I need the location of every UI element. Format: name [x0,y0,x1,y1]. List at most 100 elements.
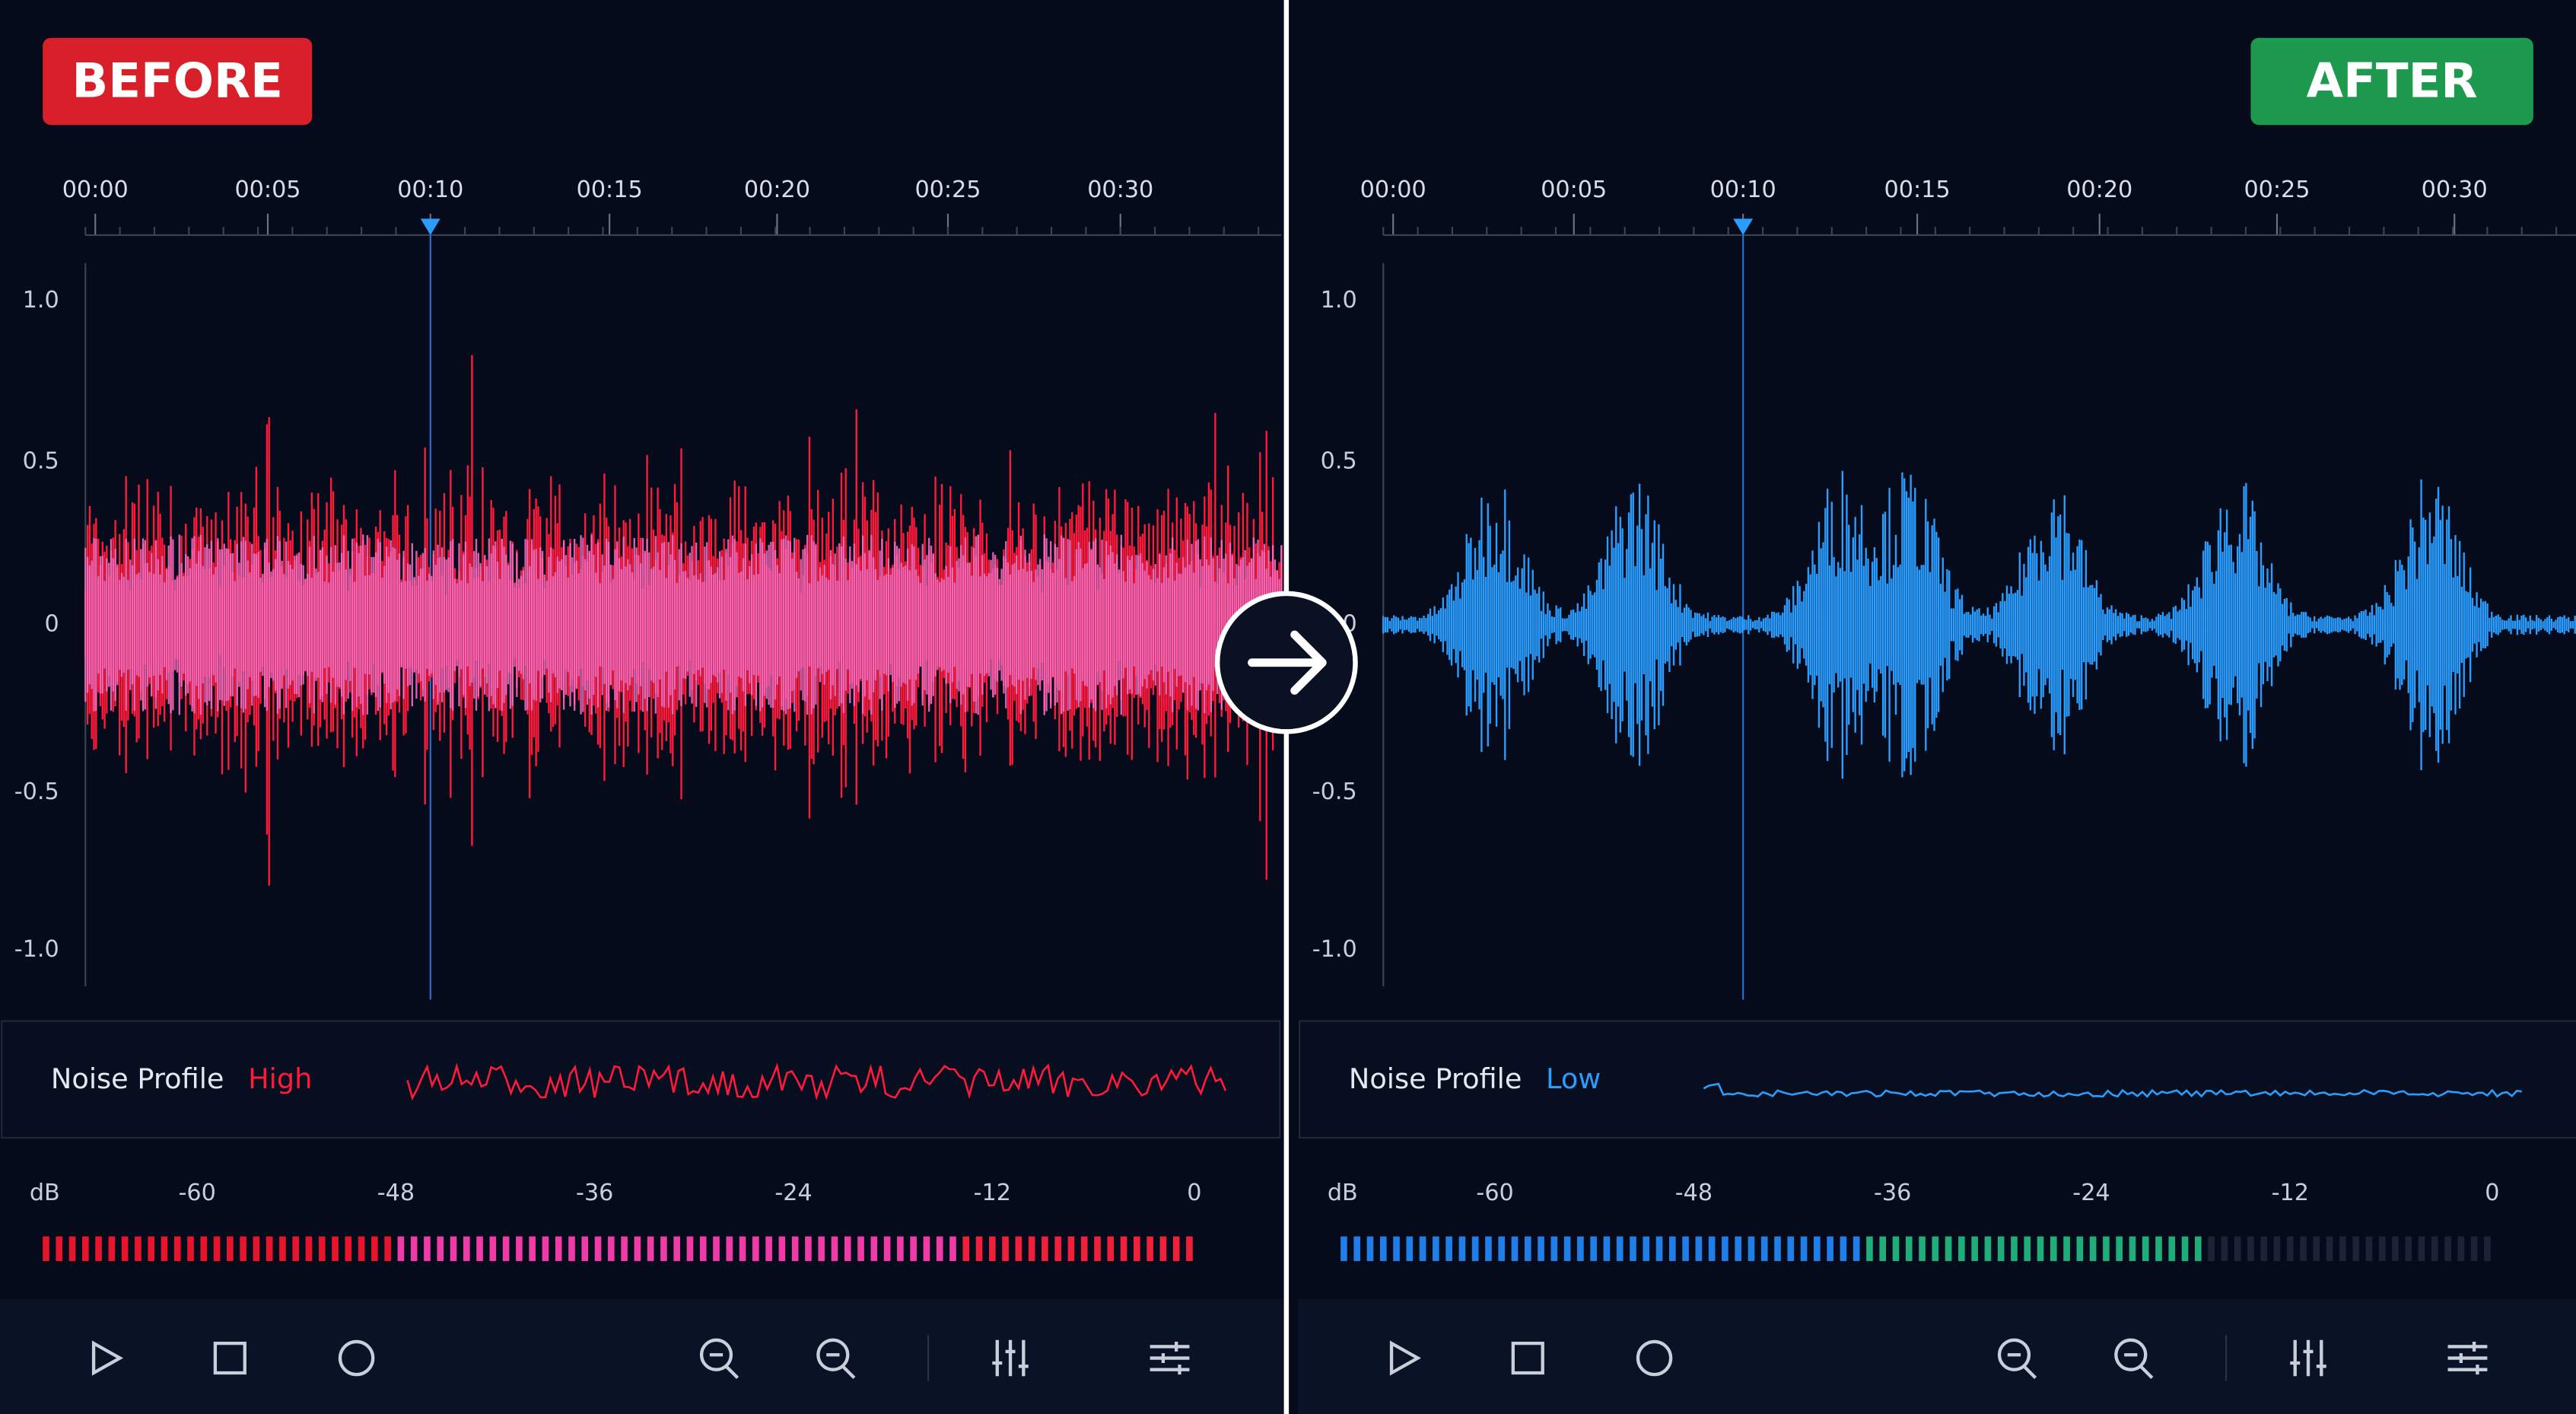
stop-button[interactable] [1511,1341,1544,1375]
meter-segment [1498,1236,1506,1262]
meter-segment [805,1236,812,1262]
meter-segment [1433,1236,1439,1262]
meter-segment [975,1236,983,1262]
badge [2250,37,2533,126]
meter-segment [1146,1236,1153,1262]
meter-segment [844,1236,851,1262]
meter-segment [410,1236,418,1262]
time-tick-label: 00:30 [2422,177,2488,203]
meter-segment [68,1236,76,1262]
db-label: dB [1328,1180,1358,1206]
record-button[interactable] [338,1339,375,1377]
zoom-in-button[interactable] [699,1338,739,1379]
meter-segment [555,1236,562,1262]
meter-segment [594,1236,602,1262]
meter-segment [1028,1236,1035,1262]
meter-segment [318,1236,326,1262]
meter-segment [1445,1236,1452,1262]
meter-segment [1668,1236,1676,1262]
waveform-core [84,534,1283,715]
meter-segment [2444,1236,2451,1262]
mixer-button[interactable] [2290,1339,2326,1377]
meter-segment [1603,1236,1611,1262]
meter-segment [1159,1236,1167,1262]
zoom-out-button[interactable] [816,1338,856,1379]
meter-segment [2457,1236,2465,1262]
play-button[interactable] [1389,1340,1422,1376]
time-tick-label: 00:05 [234,177,301,203]
meter-segment [1643,1236,1650,1262]
db-tick-label: -60 [178,1180,215,1206]
noise-label: Noise Profile [1349,1062,1522,1095]
badge-label: BEFORE [72,53,282,108]
meter-segment [2155,1236,2162,1262]
meter-segment [305,1236,313,1262]
meter-segment [1471,1236,1479,1262]
meter-segment [1748,1236,1755,1262]
meter-segment [1393,1236,1400,1262]
meter-segment [949,1236,956,1262]
meter-segment [1002,1236,1009,1262]
meter-segment [2208,1236,2215,1262]
meter-segment [1800,1236,1808,1262]
meter-segment [253,1236,260,1262]
record-button[interactable] [1636,1339,1673,1377]
meter-segment [1524,1236,1531,1262]
db-tick-label: -24 [774,1180,812,1206]
meter-segment [1590,1236,1597,1262]
meter-segment [1511,1236,1519,1262]
meter-segment [765,1236,772,1262]
meter-segment [923,1236,930,1262]
meter-segment [1932,1236,1939,1262]
db-tick-label: 0 [1187,1180,1201,1206]
meter-segment [502,1236,510,1262]
zoom-out-button[interactable] [2114,1338,2154,1379]
meter-segment [739,1236,746,1262]
meter-segment [56,1236,63,1262]
meter-segment [2063,1236,2070,1262]
noise-level: Low [1546,1062,1601,1095]
amp-tick-label: -1.0 [1312,936,1357,963]
noise-trace [406,1062,1227,1101]
meter-segment [1120,1236,1127,1262]
amp-tick-label: 1.0 [1321,287,1357,314]
meter-segment [2484,1236,2491,1262]
meter-segment [1827,1236,1833,1262]
settings-button[interactable] [2447,1341,2488,1375]
db-tick-label: -36 [1874,1180,1911,1206]
meter-segment [713,1236,720,1262]
noise-trace [1703,1082,2522,1098]
time-tick-label: 00:00 [62,177,129,203]
meter-segment [647,1236,654,1262]
meter-segment [2103,1236,2110,1262]
meter-segment [1067,1236,1075,1262]
playhead-marker [420,218,440,235]
stop-button[interactable] [213,1341,246,1375]
meter-segment [1172,1236,1180,1262]
meter-segment [2181,1236,2189,1262]
meter-segment [2089,1236,2097,1262]
mixer-button[interactable] [992,1339,1029,1377]
time-tick-label: 00:25 [2244,177,2310,203]
toolbar [1297,1298,2576,1414]
meter-segment [673,1236,681,1262]
time-tick-label: 00:30 [1087,177,1153,203]
meter-segment [2247,1236,2254,1262]
noise-label: Noise Profile [51,1062,224,1095]
meter-segment [936,1236,943,1262]
meter-segment [2221,1236,2228,1262]
settings-button[interactable] [1150,1341,1190,1375]
panel: AFTER 00:00 00:05 00:10 00:15 00:20 00:25 00:30… [1297,37,2576,1414]
zoom-in-button[interactable] [1997,1338,2037,1379]
meter-segment [621,1236,628,1262]
meter-segment [2116,1236,2123,1262]
noise-panel [1,1020,1281,1139]
meter-segment [831,1236,838,1262]
meter-segment [686,1236,694,1262]
meter-segment [2418,1236,2425,1262]
play-button[interactable] [91,1340,124,1376]
amp-tick-label: -0.5 [1312,779,1357,805]
meter-segment [2313,1236,2320,1262]
time-tick-label: 00:20 [744,177,810,203]
meter-segment [121,1236,129,1262]
